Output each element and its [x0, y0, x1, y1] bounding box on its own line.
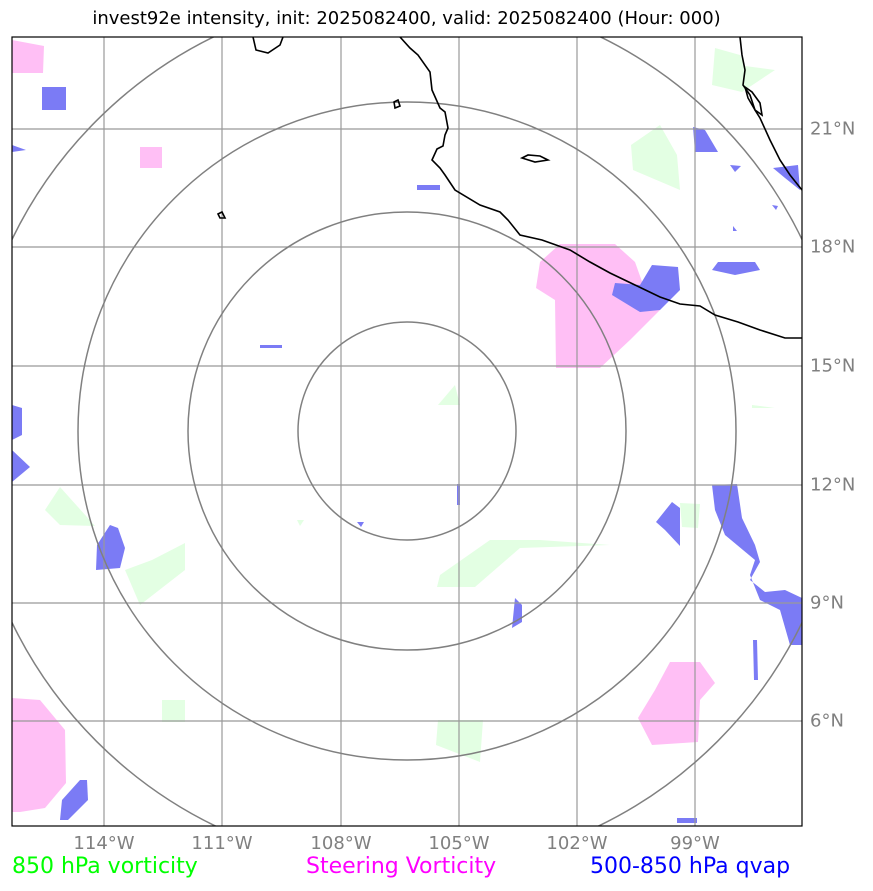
range-rings [12, 37, 802, 826]
lon-label-111w: 111°W [191, 833, 253, 854]
map-frame [11, 36, 803, 827]
legend-qvap: 500-850 hPa qvap [590, 854, 791, 879]
range-ring-2 [187, 211, 627, 651]
lat-label-9n: 9°N [810, 592, 844, 614]
lat-label-15n: 15°N [810, 355, 856, 377]
lat-label-21n: 21°N [810, 118, 856, 140]
lon-label-108w: 108°W [310, 833, 372, 854]
range-ring-3 [77, 101, 737, 761]
legend-steering-vorticity: Steering Vorticity [306, 854, 497, 879]
lat-label-18n: 18°N [810, 236, 856, 258]
qvap-fill [12, 87, 802, 823]
lon-label-102w: 102°W [546, 833, 608, 854]
coastline [216, 37, 802, 339]
plot-title: invest92e intensity, init: 2025082400, v… [92, 8, 721, 29]
legend-vorticity-850: 850 hPa vorticity [12, 854, 198, 879]
lon-label-105w: 105°W [428, 833, 490, 854]
lon-label-114w: 114°W [73, 833, 135, 854]
lon-label-99w: 99°W [670, 833, 720, 854]
gridlines [12, 37, 802, 826]
lat-label-6n: 6°N [810, 710, 844, 732]
steering-vorticity-fill [12, 40, 715, 812]
range-ring-1 [297, 321, 517, 541]
lat-label-12n: 12°N [810, 474, 856, 496]
